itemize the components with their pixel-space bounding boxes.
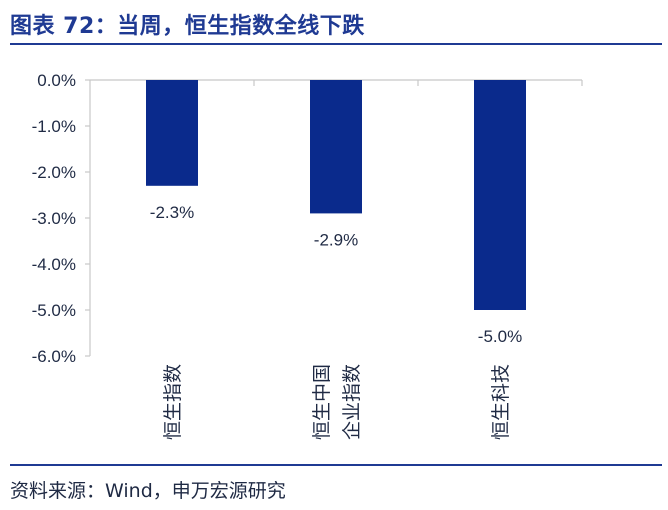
source-note: 资料来源：Wind，申万宏源研究 — [10, 480, 286, 502]
bar-value-label: -2.9% — [314, 230, 358, 249]
y-tick-label: -1.0% — [32, 117, 76, 136]
source-divider — [10, 464, 662, 466]
bar-value-label: -2.3% — [150, 203, 194, 222]
bar — [474, 80, 526, 310]
category-label: 恒生指数 — [162, 364, 184, 440]
bar-value-label: -5.0% — [478, 327, 522, 346]
category-label: 恒生科技 — [490, 364, 512, 440]
y-tick-label: -5.0% — [32, 301, 76, 320]
bar — [310, 80, 362, 214]
title-divider — [10, 43, 662, 45]
bar — [146, 80, 198, 186]
chart-title: 图表 72：当周，恒生指数全线下跌 — [10, 14, 365, 39]
category-label: 企业指数 — [341, 364, 363, 440]
y-tick-label: 0.0% — [37, 71, 76, 90]
y-tick-label: -6.0% — [32, 347, 76, 366]
category-label: 恒生中国 — [311, 364, 333, 440]
y-tick-label: -2.0% — [32, 163, 76, 182]
y-tick-label: -3.0% — [32, 209, 76, 228]
y-tick-label: -4.0% — [32, 255, 76, 274]
